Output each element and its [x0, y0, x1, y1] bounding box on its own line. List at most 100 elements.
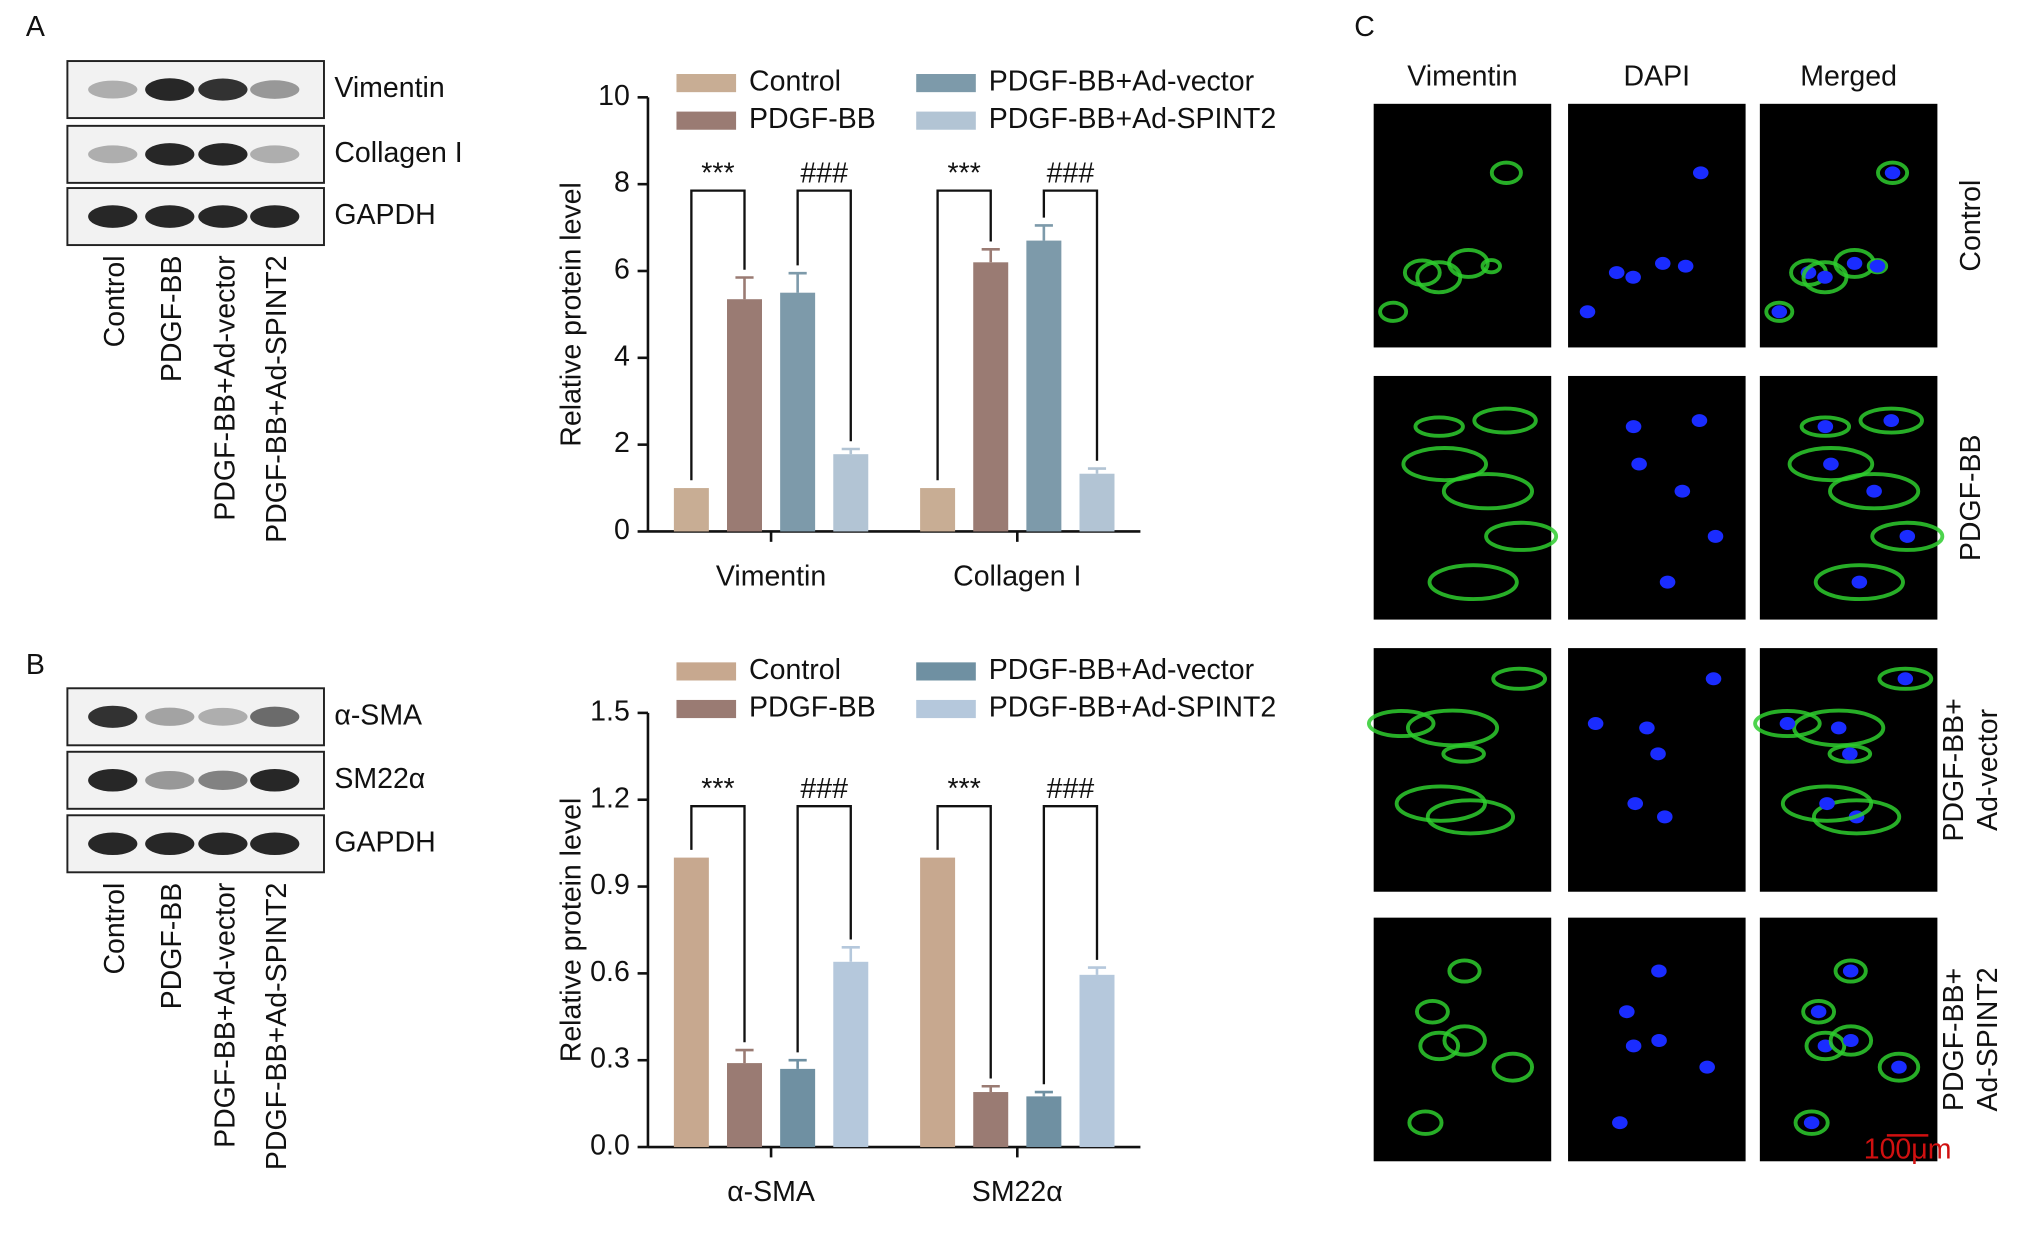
cell-cytoplasm [1366, 709, 1436, 739]
y-tick-label: 4 [614, 340, 630, 372]
significance-bracket [1042, 805, 1099, 1085]
nucleus [1899, 529, 1916, 543]
cell-cytoplasm [1833, 958, 1868, 984]
nucleus [1819, 797, 1835, 811]
legend-label: Control [749, 654, 841, 686]
blot-band [145, 205, 195, 228]
cell-cytoplasm [1813, 563, 1905, 602]
lane-label: PDGF-BB+Ad-vector [209, 882, 241, 1148]
y-axis-label: Relative protein level [555, 182, 587, 447]
legend-label: PDGF-BB+Ad-SPINT2 [989, 103, 1276, 135]
panel-letter: B [26, 649, 45, 681]
significance-bracket [936, 189, 992, 481]
nucleus [1817, 420, 1834, 434]
protein-label: Collagen I [334, 137, 462, 169]
nucleus [1843, 1034, 1859, 1047]
nucleus [1817, 270, 1833, 284]
error-bar [1087, 966, 1107, 975]
error-bar [981, 1084, 1000, 1093]
significance-bracket [936, 805, 992, 1079]
nucleus [1651, 964, 1667, 978]
blot-band [250, 205, 300, 228]
micrograph [1568, 648, 1746, 892]
significance-bracket [690, 189, 746, 481]
y-tick-label: 0.9 [590, 869, 630, 901]
significance-label: ### [1047, 773, 1095, 805]
bar [673, 857, 709, 1148]
legend-swatch [676, 74, 737, 93]
nucleus [1884, 166, 1901, 180]
protein-label: GAPDH [334, 199, 435, 231]
cell-cytoplasm [1753, 709, 1822, 739]
cell-cytoplasm [1418, 1030, 1461, 1062]
nucleus [1612, 1116, 1628, 1130]
nucleus [1657, 810, 1673, 824]
significance-label: *** [701, 158, 734, 190]
nucleus [1674, 484, 1691, 498]
blot-band [88, 769, 138, 792]
panel-letter: C [1354, 11, 1375, 43]
cell-cytoplasm [1801, 998, 1837, 1025]
x-tick-label: Collagen I [953, 561, 1081, 593]
nucleus [1823, 457, 1839, 471]
cell-cytoplasm [1870, 520, 1945, 552]
error-bar [788, 1058, 807, 1069]
blot-band [198, 707, 248, 726]
blot-band [250, 769, 300, 792]
column-label: Merged [1800, 60, 1897, 92]
error-bar [1087, 467, 1107, 474]
cell-cytoplasm [1407, 1109, 1444, 1136]
legend-label: PDGF-BB [749, 103, 876, 135]
lane-label: PDGF-BB+Ad-SPINT2 [261, 883, 293, 1170]
y-tick-label: 0.0 [590, 1130, 630, 1162]
cell-cytoplasm [1787, 446, 1875, 483]
nucleus [1625, 1039, 1642, 1053]
cell-cytoplasm [1394, 784, 1487, 823]
cell-cytoplasm [1472, 406, 1538, 435]
nucleus [1692, 166, 1709, 180]
nucleus [1705, 672, 1722, 686]
blot-band [198, 832, 248, 856]
nucleus [1866, 484, 1882, 498]
nucleus [1608, 266, 1625, 280]
y-tick-label: 0.6 [590, 956, 630, 988]
nucleus [1771, 305, 1788, 319]
row-label: Ad-vector [1972, 708, 2004, 830]
cell-cytoplasm [1447, 958, 1482, 984]
micrograph [1759, 375, 1938, 620]
y-tick-label: 0.3 [590, 1043, 630, 1075]
significance-label: *** [701, 773, 734, 805]
nucleus [1587, 717, 1604, 731]
cell-cytoplasm [1378, 300, 1409, 323]
cell-cytoplasm [1491, 666, 1548, 691]
legend-swatch [916, 111, 976, 130]
significance-bracket [1042, 189, 1099, 461]
legend-label: PDGF-BB [749, 692, 876, 724]
micrograph [1568, 375, 1746, 620]
x-tick-label: α-SMA [727, 1176, 815, 1208]
nucleus [1897, 672, 1914, 686]
nucleus [1810, 1005, 1827, 1019]
cell-cytoplasm [1804, 1030, 1847, 1062]
bar [727, 299, 762, 532]
y-axis-label: Relative protein level [555, 798, 587, 1063]
nucleus [1699, 1060, 1715, 1074]
cell-cytoplasm [1764, 300, 1795, 323]
cell-cytoplasm [1413, 415, 1465, 438]
protein-label: GAPDH [334, 826, 435, 858]
error-bar [1034, 224, 1053, 241]
blot-strip [66, 60, 325, 120]
blot-band [250, 706, 300, 727]
blot-band [145, 78, 195, 101]
lane-label: PDGF-BB+Ad-SPINT2 [261, 255, 293, 542]
cell-cytoplasm [1828, 472, 1921, 511]
y-tick-label: 0 [614, 514, 630, 546]
legend-swatch [676, 662, 737, 681]
bar [833, 454, 869, 532]
protein-label: Vimentin [334, 72, 444, 104]
legend-label: PDGF-BB+Ad-SPINT2 [989, 692, 1276, 724]
cell-cytoplasm [1489, 160, 1523, 185]
cell-cytoplasm [1415, 998, 1450, 1025]
nucleus [1650, 747, 1666, 761]
error-bar [841, 946, 860, 962]
